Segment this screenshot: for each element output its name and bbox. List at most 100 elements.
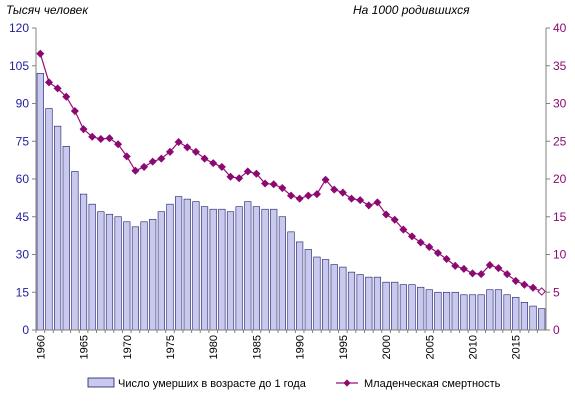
line-point (451, 261, 460, 270)
x-tick-label: 1980 (208, 335, 220, 359)
line-point (503, 270, 512, 279)
bar (512, 296, 520, 331)
bar (486, 289, 494, 331)
line-point (304, 191, 313, 200)
x-tick-label: 1975 (165, 335, 177, 359)
line-point (511, 276, 520, 285)
line-point (122, 152, 131, 161)
bar (79, 193, 88, 331)
bar (131, 226, 139, 331)
bar (460, 294, 468, 331)
right-tick-label: 20 (553, 172, 567, 186)
axes: 0 15 30 45 60 75 90 105 120 0 5 10 15 20 25 30 35 40 1960 1… (9, 21, 567, 359)
left-tick-label: 105 (9, 59, 29, 73)
legend: Число умерших в возрасте до 1 года Младе… (87, 377, 501, 390)
x-tick-label: 1985 (251, 335, 263, 359)
line-point (269, 180, 278, 189)
line-point (399, 225, 408, 234)
bar (417, 286, 425, 331)
line-point (442, 255, 451, 264)
bar (252, 206, 261, 331)
bar (425, 289, 433, 331)
line-point (390, 215, 399, 224)
line-point (407, 232, 417, 241)
bar (520, 302, 528, 331)
line-point (459, 264, 468, 273)
x-tick-label: 2015 (511, 335, 523, 359)
line-point (105, 134, 114, 143)
legend-line-label: Младенческая смертность (364, 378, 501, 390)
bar (157, 211, 165, 331)
line-point (183, 143, 192, 152)
right-tick-label: 30 (553, 97, 567, 111)
line-point (217, 162, 226, 171)
bar (365, 276, 373, 331)
bar (399, 284, 407, 331)
line-point (312, 190, 321, 199)
bar (261, 208, 269, 331)
bar (408, 284, 416, 331)
bar (36, 73, 44, 331)
bar (434, 291, 442, 331)
bar (503, 294, 511, 331)
bar (149, 218, 157, 331)
legend-line-marker (343, 379, 351, 387)
legend-bar-swatch (87, 377, 115, 388)
right-tick-label: 40 (553, 21, 567, 35)
line-point (433, 248, 442, 258)
line-point (330, 185, 339, 194)
line-point (278, 184, 287, 193)
bar (209, 208, 217, 331)
bar (114, 216, 122, 331)
bar (97, 211, 105, 331)
line-point (148, 157, 157, 166)
right-tick-label: 10 (553, 248, 567, 262)
x-tick-label: 2010 (468, 335, 480, 359)
left-tick-label: 0 (22, 323, 29, 337)
bar (468, 294, 477, 331)
line-point (477, 270, 486, 279)
bar (382, 281, 390, 331)
line-point (382, 210, 391, 219)
legend-bar-label: Число умерших в возрасте до 1 года (118, 378, 307, 390)
line-point (62, 92, 71, 101)
line-point (44, 78, 53, 87)
line-point (157, 154, 166, 163)
bar (287, 231, 295, 331)
bar (192, 201, 200, 331)
bar (538, 308, 546, 331)
line-point (252, 169, 261, 178)
line-point (373, 198, 382, 207)
line-point (243, 167, 252, 176)
line-point (209, 159, 218, 168)
line-point (79, 125, 88, 134)
x-tick-label: 1965 (79, 335, 91, 359)
bar (373, 276, 382, 331)
bar (226, 211, 235, 331)
line-point (468, 269, 477, 278)
bar (339, 266, 347, 331)
bar (183, 198, 191, 331)
line-point (88, 132, 97, 141)
left-tick-label: 120 (9, 21, 29, 35)
x-tick-label: 1990 (295, 335, 307, 359)
line-point (494, 264, 503, 273)
bar (123, 221, 131, 331)
line-point (520, 280, 529, 289)
bar (494, 289, 503, 331)
line-point (425, 242, 434, 251)
bar (175, 196, 183, 331)
line-point (416, 238, 425, 247)
left-tick-label: 30 (16, 248, 30, 262)
bar (278, 216, 286, 331)
line-point (321, 175, 330, 184)
bar (166, 203, 174, 331)
x-tick-label: 2005 (424, 335, 436, 359)
right-tick-label: 0 (553, 323, 560, 337)
line-point (261, 179, 270, 188)
line-point (174, 137, 183, 147)
line-series (36, 49, 546, 296)
bar (313, 256, 321, 331)
bar (218, 208, 226, 331)
